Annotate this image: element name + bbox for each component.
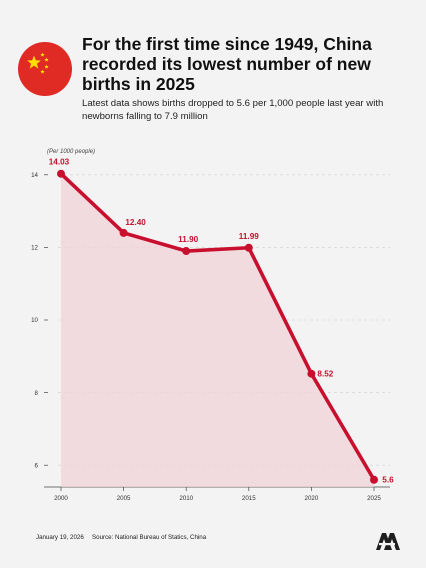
series-line [59,171,376,482]
y-tick-label: 6 [35,462,39,469]
data-point [370,475,378,484]
data-label: 11.99 [239,232,259,241]
x-tick-label: 2005 [117,495,131,502]
x-tick-label: 2025 [367,495,381,502]
y-tick-label: 14 [31,172,38,179]
data-label: 5.6 [382,476,394,485]
y-tick-label: 10 [31,317,38,324]
y-tick-label: 8 [35,390,39,397]
y-axis-label: (Per 1000 people) [47,149,95,155]
data-point [57,169,65,178]
y-tick-label: 12 [31,245,38,252]
x-tick-label: 2020 [305,495,319,502]
data-point [244,243,253,252]
data-label: 8.52 [317,370,333,379]
china-flag-icon [18,42,72,96]
x-tick-label: 2010 [179,495,193,502]
page-title: For the first time since 1949, China rec… [82,34,372,94]
area-fill [61,173,374,487]
footer-date: January 19, 2026 [36,534,84,541]
data-label: 11.90 [178,235,198,244]
data-point [307,369,316,378]
data-point [119,228,128,237]
page-subtitle: Latest data shows births dropped to 5.6 … [82,98,384,122]
data-label: 14.03 [49,158,70,167]
data-point [182,247,191,256]
data-label: 12.40 [125,218,146,227]
x-tick-label: 2000 [54,495,68,502]
anadolu-agency-logo-icon [376,533,400,550]
x-tick-label: 2015 [242,495,256,502]
footer-source: Source: National Bureau of Statics, Chin… [92,534,207,541]
